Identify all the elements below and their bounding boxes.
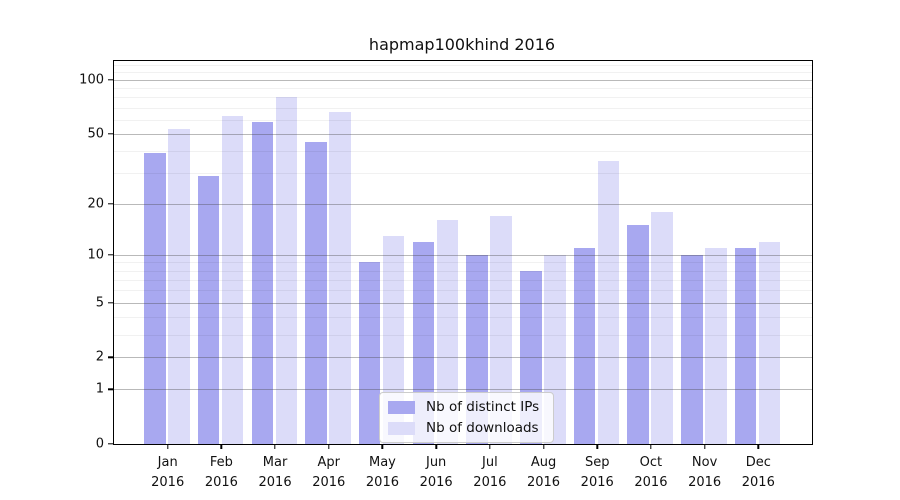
y-axis-tick (108, 78, 113, 81)
legend-item-downloads: Nb of downloads (388, 420, 539, 436)
legend-label-distinct-ips: Nb of distinct IPs (426, 399, 540, 415)
y-tick-label: 50 (87, 126, 104, 142)
gridline-minor (114, 150, 812, 152)
y-tick-label: 10 (87, 247, 104, 263)
bar-downloads (490, 215, 512, 444)
x-tick-label: Oct 2016 (634, 455, 668, 490)
bar-distinct-ips (197, 175, 220, 444)
y-tick-label: 1 (95, 381, 104, 397)
x-axis-tick (489, 445, 491, 449)
bar-downloads (436, 220, 459, 444)
x-axis-tick (328, 445, 330, 449)
x-axis-tick (542, 445, 545, 449)
bar-distinct-ips (358, 262, 381, 444)
bar-distinct-ips (734, 247, 757, 444)
x-tick-label: Jul 2016 (473, 455, 507, 490)
y-axis-tick (108, 356, 113, 358)
x-tick-label: Jan 2016 (151, 455, 185, 490)
y-axis-tick (108, 443, 113, 445)
x-tick-label: Feb 2016 (204, 455, 238, 490)
gridline-minor (114, 72, 812, 74)
bar-downloads (168, 129, 190, 444)
x-axis-tick (274, 445, 276, 449)
x-tick-label: Sep 2016 (580, 455, 614, 490)
legend: Nb of distinct IPs Nb of downloads (379, 392, 555, 443)
x-tick-label: Aug 2016 (526, 455, 561, 490)
legend-label-downloads: Nb of downloads (426, 420, 539, 436)
bar-downloads (329, 112, 351, 444)
y-axis-tick (108, 388, 113, 390)
x-axis-tick (757, 445, 759, 449)
gridline-minor (114, 107, 812, 109)
y-axis-tick (108, 202, 113, 205)
x-tick-label: Mar 2016 (258, 455, 292, 490)
bar-distinct-ips (573, 247, 596, 444)
bar-distinct-ips (305, 141, 327, 444)
gridline-minor (114, 65, 812, 67)
gridline-major (114, 133, 812, 135)
bar-distinct-ips (144, 152, 166, 444)
y-tick-label: 0 (95, 436, 104, 452)
bar-downloads (221, 115, 244, 444)
bar-downloads (275, 97, 298, 444)
x-axis-tick (220, 445, 223, 449)
legend-item-distinct-ips: Nb of distinct IPs (388, 399, 539, 415)
legend-swatch-downloads (388, 421, 415, 435)
bar-downloads (651, 211, 673, 444)
x-tick-label: Dec 2016 (741, 455, 775, 490)
y-axis-tick (108, 132, 113, 135)
x-tick-label: Apr 2016 (312, 455, 346, 490)
gridline-minor (114, 87, 812, 89)
x-axis-tick (435, 445, 437, 449)
x-tick-label: Jun 2016 (419, 455, 453, 490)
bar-downloads (597, 161, 620, 444)
plot-area: 0 1 2 5 10 20 50 100 Jan 2016 Feb 2016 Mar 2016 Apr 201… (79, 60, 813, 490)
legend-swatch-distinct-ips (388, 400, 415, 414)
bar-downloads (382, 235, 405, 444)
x-tick-label: May 2016 (365, 455, 399, 490)
x-axis-tick (703, 445, 706, 449)
bar-downloads (758, 241, 781, 444)
x-axis-tick (381, 445, 384, 449)
gridline-minor (114, 97, 812, 99)
bar-distinct-ips (627, 225, 649, 444)
x-axis-tick (596, 445, 598, 449)
gridline-minor (114, 172, 812, 174)
bar-distinct-ips (251, 122, 274, 444)
x-axis-tick (650, 445, 652, 449)
y-tick-label: 2 (95, 349, 104, 365)
x-axis-tick (166, 445, 169, 449)
gridline-minor (114, 119, 812, 121)
chart-title: hapmap100khind 2016 (368, 35, 556, 54)
gridline-major (114, 79, 812, 81)
y-axis-tick (108, 301, 113, 304)
bar-downloads (705, 247, 727, 444)
y-tick-label: 20 (87, 196, 104, 212)
x-tick-label: Nov 2016 (688, 455, 722, 490)
bar-distinct-ips (681, 254, 703, 444)
y-tick-label: 5 (95, 295, 104, 311)
y-tick-label: 100 (79, 72, 104, 88)
y-axis-tick (108, 254, 113, 256)
